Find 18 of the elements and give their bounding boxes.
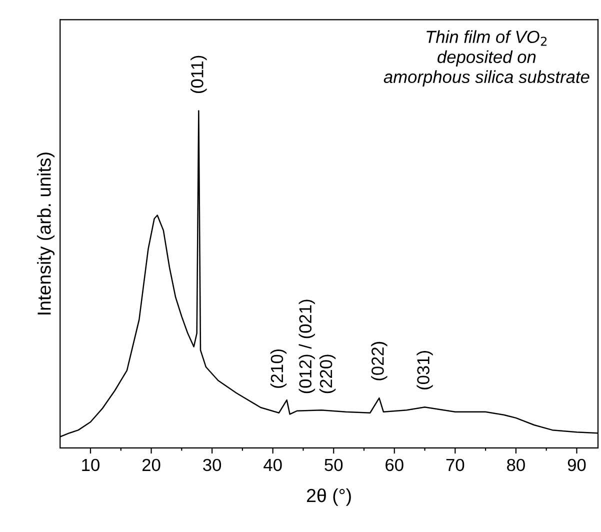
x-tick-label: 80 xyxy=(507,458,525,472)
x-tick-label: 50 xyxy=(324,458,343,472)
x-tick-label: 70 xyxy=(446,458,464,472)
x-tick-label: 30 xyxy=(203,458,222,472)
annotation: (210) xyxy=(270,349,287,388)
x-axis-title: 2θ (°) xyxy=(306,488,351,506)
x-tick-label: 90 xyxy=(568,458,586,472)
annotation: (012) / (021) xyxy=(298,300,315,394)
annotation: (220) xyxy=(319,354,336,394)
text: Thin film of VO$_{2}$ deposited on amorphous silica substrate xyxy=(384,30,590,86)
x-tick-label: 40 xyxy=(264,458,282,472)
annotation: (031) xyxy=(416,351,433,390)
x-tick-label: 60 xyxy=(386,458,404,472)
annotation: (022) xyxy=(371,342,388,380)
y-axis-title: Intensity (arb. units) xyxy=(37,152,55,314)
annotation: (011) xyxy=(190,56,207,93)
x-tick-label: 10 xyxy=(82,458,100,472)
x-tick-label: 20 xyxy=(142,458,160,472)
